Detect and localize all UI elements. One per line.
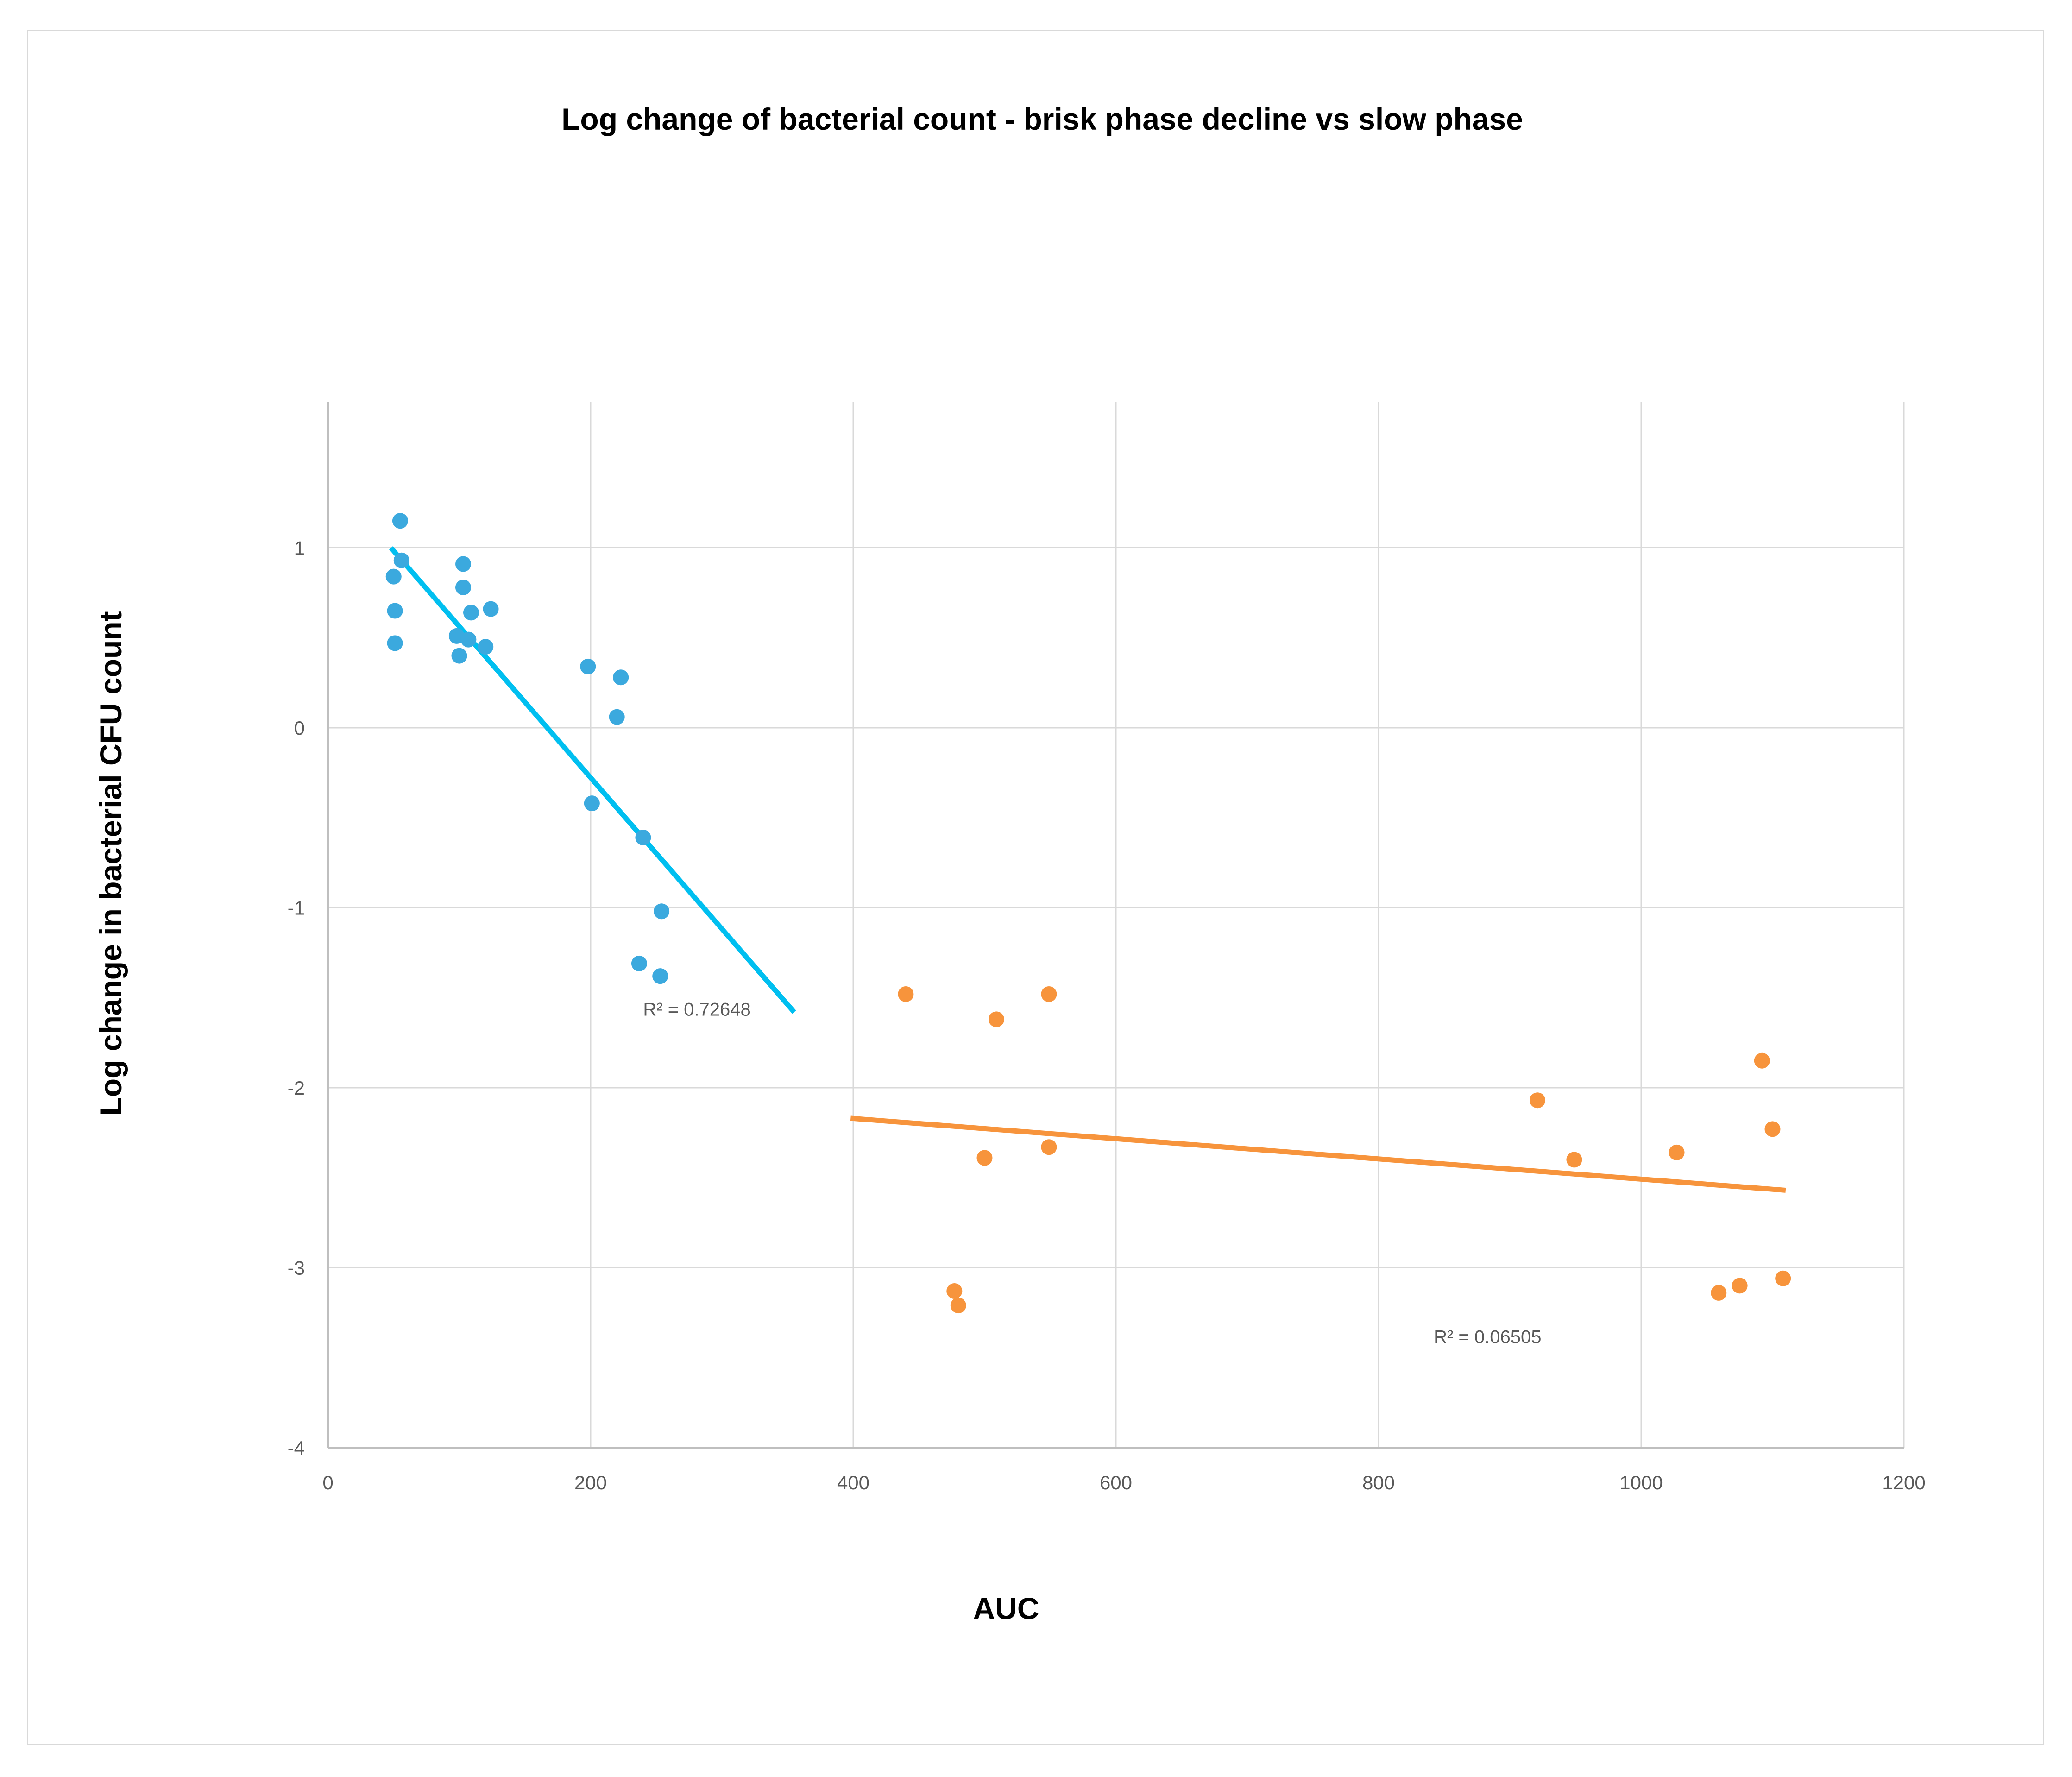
- data-point: [1566, 1152, 1582, 1168]
- data-point: [950, 1298, 966, 1314]
- data-point: [387, 635, 403, 651]
- data-point: [1669, 1144, 1685, 1160]
- data-point: [385, 568, 402, 585]
- x-tick-label: 400: [837, 1472, 869, 1493]
- tick-labels: 0 200 400 600 800 1000 1200 -4 -3 -2 -1 0 1: [288, 537, 1926, 1494]
- data-point: [460, 631, 477, 648]
- trendline-series-2: [850, 1115, 1786, 1193]
- x-tick-label: 0: [322, 1472, 333, 1493]
- y-tick-label: 0: [294, 717, 305, 739]
- data-points: [385, 513, 1791, 1314]
- data-point: [387, 603, 403, 619]
- grid: [328, 402, 1905, 1448]
- data-point: [478, 639, 494, 655]
- data-point: [635, 829, 651, 845]
- data-point: [584, 795, 600, 812]
- r2-label-series-1: R² = 0.72648: [643, 1000, 750, 1020]
- x-tick-label: 200: [574, 1472, 607, 1493]
- trendline-series-1: [389, 546, 796, 1014]
- data-point: [946, 1283, 963, 1299]
- y-axis-title: Log change in bacterial CFU count: [94, 611, 128, 1115]
- data-point: [609, 709, 625, 725]
- data-point: [1764, 1121, 1781, 1137]
- data-point: [448, 628, 465, 644]
- y-tick-label: -2: [288, 1077, 305, 1099]
- y-tick-label: -4: [288, 1437, 305, 1459]
- axes: [327, 402, 1904, 1449]
- trendlines: [389, 546, 1786, 1193]
- data-point: [1754, 1052, 1770, 1069]
- y-tick-label: -3: [288, 1257, 305, 1279]
- data-point: [898, 986, 914, 1002]
- data-point: [652, 968, 668, 984]
- data-point: [1041, 1139, 1057, 1155]
- x-axis-title: AUC: [973, 1591, 1039, 1626]
- data-point: [1732, 1278, 1748, 1294]
- x-tick-label: 1000: [1619, 1472, 1663, 1493]
- data-point: [654, 903, 670, 920]
- data-point: [392, 513, 408, 529]
- x-tick-label: 1200: [1882, 1472, 1925, 1493]
- y-tick-label: 1: [294, 537, 305, 559]
- chart-frame: [27, 30, 2044, 1745]
- data-point: [989, 1011, 1005, 1027]
- data-point: [1711, 1285, 1727, 1301]
- x-tick-label: 800: [1362, 1472, 1395, 1493]
- data-point: [613, 669, 629, 686]
- data-point: [580, 658, 596, 674]
- data-point: [976, 1150, 993, 1166]
- r2-label-series-2: R² = 0.06505: [1434, 1327, 1541, 1348]
- data-point: [451, 648, 467, 664]
- x-tick-label: 600: [1100, 1472, 1132, 1493]
- r2-labels: R² = 0.72648 R² = 0.06505: [643, 1000, 1541, 1348]
- data-point: [455, 579, 472, 595]
- y-tick-label: -1: [288, 897, 305, 919]
- data-point: [483, 601, 499, 617]
- data-point: [455, 556, 472, 572]
- data-point: [631, 955, 647, 971]
- chart-title: Log change of bacterial count - brisk ph…: [561, 102, 1523, 136]
- data-point: [463, 605, 479, 621]
- data-point: [1775, 1270, 1791, 1286]
- data-point: [393, 552, 409, 568]
- data-point: [1530, 1092, 1546, 1109]
- data-point: [1041, 986, 1057, 1002]
